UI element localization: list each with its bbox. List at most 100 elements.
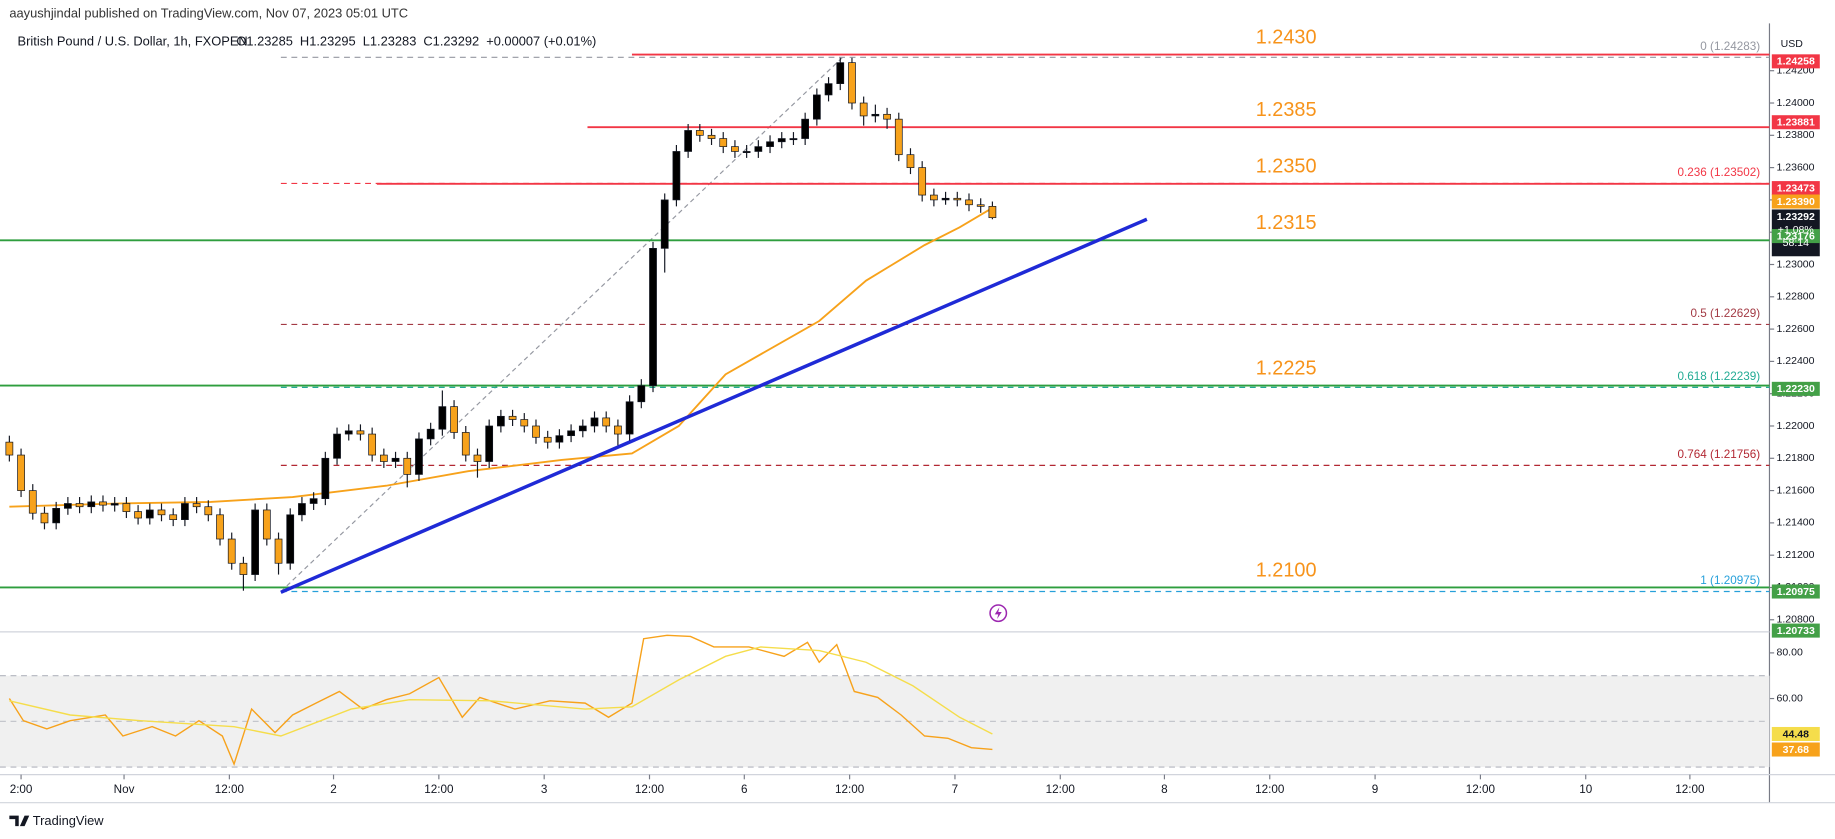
y-tick-label: 1.21600: [1776, 484, 1814, 496]
candle-body: [426, 428, 435, 440]
candle-body: [52, 507, 61, 524]
candle-body: [649, 247, 657, 386]
y-tick-label: 1.23800: [1776, 129, 1814, 141]
y-tick-label: 1.21200: [1776, 549, 1814, 561]
y-tick-label: 1.21800: [1776, 452, 1814, 464]
moving-average: [9, 207, 993, 508]
x-tick-label: 12:00: [635, 783, 665, 796]
candle-body: [695, 130, 704, 136]
x-tick-label: 2:00: [10, 783, 33, 796]
ohlc-value: C1.23292: [423, 34, 479, 49]
candle-body: [110, 503, 119, 506]
candle-body: [567, 430, 575, 437]
symbol: British Pound / U.S. Dollar, 1h, FXOPEN: [18, 34, 248, 49]
candle-body: [766, 141, 774, 147]
footer-logo: [9, 815, 30, 827]
level-label: 1.2385: [1256, 99, 1317, 121]
fib-trend: [280, 56, 844, 592]
x-tick-label: Nov: [114, 783, 135, 796]
candle-body: [754, 146, 763, 152]
x-tick-label: 7: [952, 783, 959, 796]
candle-body: [789, 138, 798, 141]
ohlc-value: +0.00007 (+0.01%): [486, 34, 596, 49]
price-badge: [1771, 54, 1820, 69]
candle-body: [520, 419, 529, 427]
candle-body: [145, 509, 154, 519]
price-badge: [1771, 742, 1820, 757]
candle-body: [660, 199, 669, 249]
candle-body: [637, 385, 646, 403]
candle-body: [731, 146, 739, 152]
candle-body: [965, 199, 973, 206]
candle-body: [918, 167, 927, 196]
candle-body: [368, 433, 377, 456]
last-change: +1.08%: [1778, 224, 1814, 236]
rsi-line: [9, 646, 993, 737]
candle-body: [438, 406, 447, 430]
candle-body: [707, 134, 716, 139]
candle-body: [28, 490, 37, 514]
candle-body: [812, 94, 821, 120]
price-badge-label: 1.23176: [1777, 230, 1815, 242]
candle-body: [859, 102, 868, 117]
x-tick-label: 6: [741, 783, 748, 796]
candle-body: [40, 512, 49, 524]
candle-body: [391, 457, 400, 462]
candle-body: [976, 204, 985, 207]
candle-body: [871, 113, 880, 117]
footer-brand: TradingView: [33, 813, 104, 828]
x-tick-label: 12:00: [1255, 783, 1285, 796]
fib-label: 1 (1.20975): [1700, 574, 1760, 587]
candle-body: [286, 514, 295, 564]
candle-body: [403, 457, 412, 475]
y-tick-label: 1.22800: [1776, 291, 1814, 303]
candle-body: [379, 454, 388, 462]
price-badge-label: 1.24258: [1777, 56, 1815, 68]
candle-body: [578, 425, 587, 432]
level-label: 1.2225: [1256, 357, 1317, 379]
candle-body: [836, 62, 845, 84]
candle-body: [239, 562, 248, 575]
candle-body: [848, 62, 856, 104]
fib-label: 0.5 (1.22629): [1691, 307, 1761, 320]
level-label: 1.2100: [1256, 559, 1317, 581]
y-tick-label: 1.21400: [1776, 517, 1814, 529]
x-tick-label: 9: [1372, 783, 1379, 796]
x-tick-label: 12:00: [1466, 783, 1496, 796]
candle-body: [75, 503, 84, 508]
candle-body: [543, 436, 552, 443]
trendline: [280, 217, 1148, 594]
candle-body: [415, 438, 423, 475]
candle-body: [953, 197, 962, 201]
fib-label: 0.764 (1.21756): [1678, 448, 1761, 461]
candle-body: [684, 130, 692, 152]
candle-body: [777, 138, 786, 143]
candle-body: [344, 430, 353, 435]
candle-body: [321, 457, 330, 500]
candle-body: [602, 417, 611, 427]
y-tick-label: 1.23000: [1776, 258, 1814, 270]
candle-body: [941, 197, 950, 201]
candle-body: [17, 454, 25, 491]
publisher: aayushjindal published on TradingView.co…: [9, 5, 408, 20]
level-label: 1.2315: [1256, 212, 1317, 234]
price-badge-label: 1.22230: [1777, 383, 1815, 395]
y-tick-label: 1.22400: [1776, 355, 1814, 367]
candle-body: [356, 430, 365, 435]
y-tick-label: 80.00: [1776, 647, 1802, 659]
candle-body: [508, 415, 517, 420]
rsi-line: [8, 634, 993, 767]
candle-body: [298, 503, 306, 516]
price-badge-label: 1.23390: [1777, 196, 1815, 208]
price-badge-label: 1.20733: [1777, 625, 1815, 637]
alert-icon[interactable]: [989, 604, 1008, 623]
fib-label: 0.236 (1.23502): [1678, 166, 1761, 179]
y-tick-label: 1.20800: [1776, 614, 1814, 626]
candle-body: [309, 498, 318, 504]
candle-body: [801, 118, 810, 139]
price-badge: [1771, 194, 1820, 209]
ohlc-value: H1.23295: [300, 34, 356, 49]
ohlc-value: L1.23283: [363, 34, 417, 49]
